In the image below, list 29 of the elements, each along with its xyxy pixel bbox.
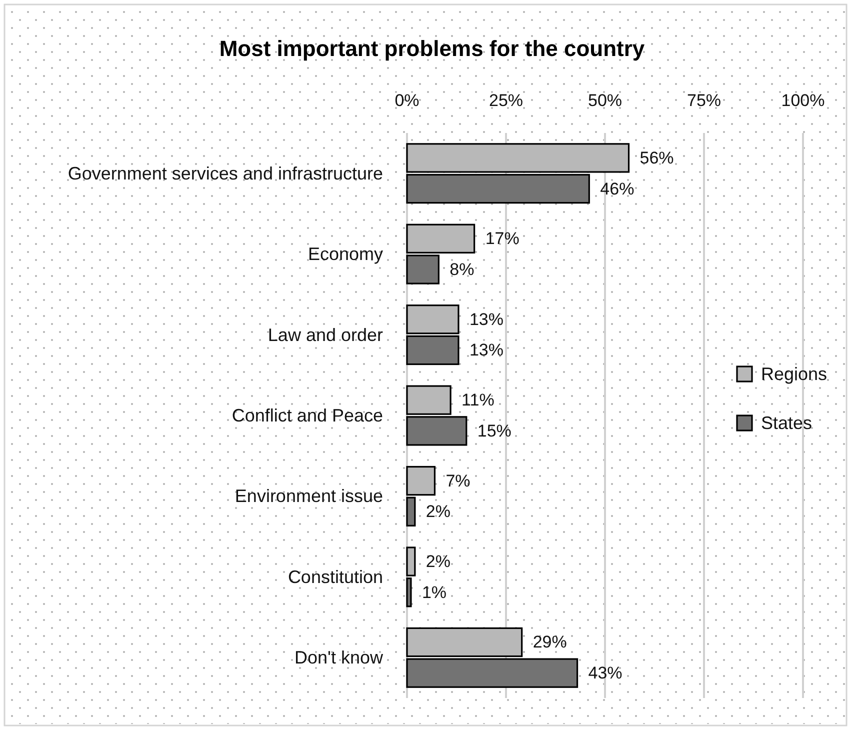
data-label: 29% — [532, 632, 567, 652]
data-label: 1% — [422, 582, 447, 602]
data-label: 11% — [462, 390, 494, 410]
x-tick-label: 25% — [488, 91, 524, 110]
data-label: 13% — [469, 340, 504, 360]
x-tick-label: 50% — [588, 91, 622, 110]
data-label: 15% — [477, 421, 512, 440]
data-label: 8% — [450, 260, 474, 279]
data-label: 46% — [600, 179, 634, 198]
y-tick-label: Law and order — [268, 324, 384, 345]
x-tick-label: 0% — [394, 91, 420, 110]
data-label: 17% — [485, 229, 520, 248]
data-label: 13% — [469, 310, 504, 329]
y-tick-label: Constitution — [288, 566, 383, 587]
data-label: 2% — [426, 552, 450, 572]
y-tick-label: Don't know — [294, 648, 384, 668]
data-label: 56% — [640, 148, 674, 168]
y-tick-label: Government services and infrastructure — [68, 163, 383, 184]
data-label: 2% — [426, 502, 450, 522]
legend-label: States — [761, 413, 812, 433]
data-label: 7% — [446, 471, 470, 490]
y-tick-label: Environment issue — [234, 486, 383, 506]
y-tick-label: Conflict and Peace — [232, 406, 383, 426]
y-tick-label: Economy — [308, 244, 383, 264]
x-tick-label: 100% — [781, 91, 825, 110]
data-label: 43% — [588, 664, 622, 683]
x-tick-label: 75% — [686, 91, 722, 110]
legend-label: Regions — [761, 364, 828, 384]
chart-title: Most important problems for the country — [219, 36, 646, 61]
